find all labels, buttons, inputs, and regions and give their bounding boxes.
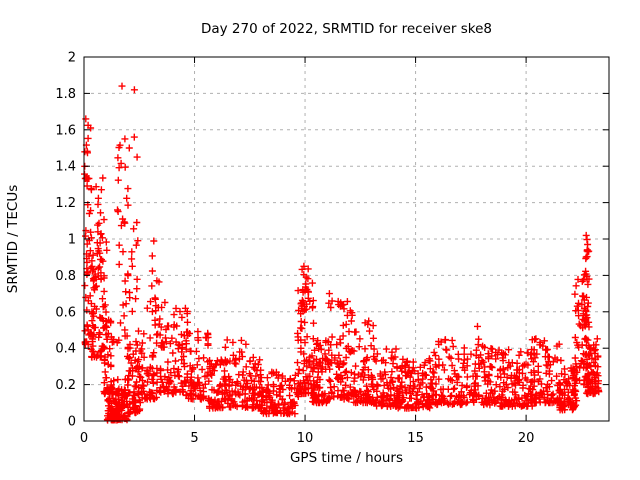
y-tick-label: 0.2 [55, 378, 76, 393]
x-tick-labels: 0 5 10 15 20 [80, 431, 535, 446]
y-tick-label: 0 [68, 415, 76, 430]
y-tick-label: 0.4 [55, 342, 76, 357]
axis-ticks [83, 56, 609, 422]
y-tick-label: 1.2 [55, 196, 76, 211]
y-tick-label: 1 [68, 233, 76, 248]
x-tick-label: 5 [190, 431, 198, 446]
chart-title: Day 270 of 2022, SRMTID for receiver ske… [201, 21, 492, 37]
x-axis-label: GPS time / hours [290, 450, 403, 466]
y-tick-label: 1.6 [55, 123, 76, 138]
x-tick-label: 20 [518, 431, 535, 446]
y-tick-labels: 0 0.2 0.4 0.6 0.8 1 1.2 1.4 1.6 1.8 2 [55, 51, 76, 430]
x-tick-label: 0 [80, 431, 88, 446]
x-tick-label: 15 [407, 431, 424, 446]
y-tick-label: 2 [68, 51, 76, 66]
y-axis-label: SRMTID / TECUs [5, 185, 21, 293]
y-tick-label: 0.8 [55, 269, 76, 284]
x-tick-label: 10 [297, 431, 314, 446]
grid-lines [84, 57, 609, 421]
scatter-plus-markers [81, 82, 603, 424]
y-tick-label: 0.6 [55, 305, 76, 320]
data-points [81, 82, 603, 424]
y-tick-label: 1.4 [55, 160, 76, 175]
y-tick-label: 1.8 [55, 87, 76, 102]
